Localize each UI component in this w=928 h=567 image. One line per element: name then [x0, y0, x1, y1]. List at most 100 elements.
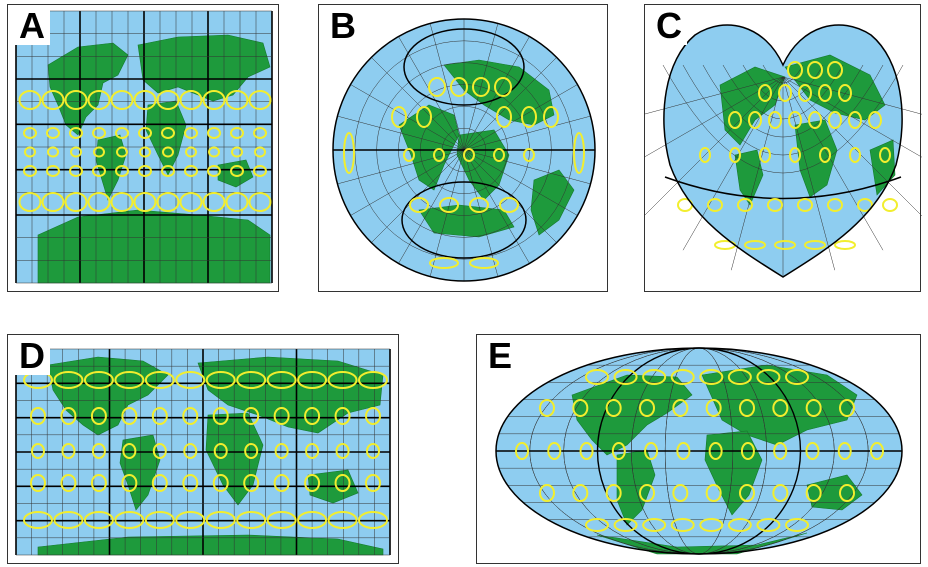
indicatrix-ellipse-icon — [358, 371, 388, 389]
indicatrix-ellipse-icon — [69, 127, 83, 139]
indicatrix-ellipse-icon — [804, 240, 826, 250]
indicatrix-ellipse-icon — [819, 147, 831, 163]
indicatrix-ellipse-icon — [327, 511, 358, 529]
indicatrix-ellipse-icon — [253, 165, 267, 177]
indicatrix-ellipse-icon — [837, 442, 852, 460]
indicatrix-ellipse-icon — [253, 127, 267, 139]
indicatrix-ellipse-icon — [144, 371, 175, 389]
indicatrix-ellipse-icon — [138, 127, 152, 139]
indicatrix-ellipse-icon — [205, 511, 236, 529]
indicatrix-ellipse-icon — [585, 369, 609, 385]
indicatrix-ellipse-icon — [834, 240, 856, 250]
indicatrix-ellipse-icon — [69, 165, 83, 177]
indicatrix-ellipse-icon — [773, 442, 788, 460]
indicatrix-ellipse-icon — [818, 84, 832, 102]
indicatrix-ellipse-icon — [774, 240, 796, 250]
indicatrix-ellipse-icon — [416, 106, 432, 128]
indicatrix-ellipse-icon — [70, 146, 82, 158]
map-panel-e: E — [476, 334, 921, 564]
indicatrix-ellipse-icon — [450, 77, 468, 97]
indicatrix-ellipse-icon — [212, 407, 229, 425]
indicatrix-ellipse-icon — [110, 192, 134, 212]
indicatrix-ellipse-icon — [182, 474, 199, 492]
indicatrix-ellipse-icon — [672, 484, 689, 502]
indicatrix-ellipse-icon — [870, 442, 884, 460]
azimuthal-map-b — [332, 18, 596, 282]
indicatrix-ellipse-icon — [60, 474, 77, 492]
indicatrix-ellipse-icon — [639, 484, 655, 502]
indicatrix-ellipse-icon — [266, 371, 297, 389]
indicatrix-ellipse-icon — [857, 198, 873, 212]
indicatrix-ellipse-icon — [882, 198, 898, 212]
indicatrix-ellipse-icon — [699, 518, 724, 532]
indicatrix-ellipse-icon — [391, 106, 407, 128]
indicatrix-ellipse-icon — [225, 192, 249, 212]
indicatrix-ellipse-icon — [304, 474, 321, 492]
indicatrix-ellipse-icon — [772, 484, 789, 502]
indicatrix-ellipse-icon — [805, 442, 820, 460]
indicatrix-ellipse-icon — [539, 484, 555, 502]
indicatrix-ellipse-icon — [787, 61, 803, 79]
indicatrix-ellipse-icon — [756, 518, 781, 532]
cylindrical-map-d — [15, 348, 391, 556]
indicatrix-ellipse-icon — [644, 442, 659, 460]
indicatrix-ellipse-icon — [202, 192, 226, 212]
indicatrix-ellipse-icon — [47, 146, 59, 158]
indicatrix-ellipse-icon — [248, 90, 272, 110]
indicatrix-ellipse-icon — [64, 90, 88, 110]
indicatrix-ellipse-icon — [23, 127, 37, 139]
indicatrix-ellipse-icon — [24, 146, 36, 158]
indicatrix-ellipse-icon — [115, 165, 129, 177]
indicatrix-ellipse-icon — [807, 61, 823, 79]
indicatrix-ellipse-icon — [53, 371, 84, 389]
indicatrix-ellipse-icon — [184, 127, 198, 139]
indicatrix-ellipse-icon — [463, 148, 475, 162]
indicatrix-ellipse-icon — [266, 511, 297, 529]
indicatrix-ellipse-icon — [827, 61, 843, 79]
indicatrix-ellipse-icon — [60, 407, 77, 425]
equator-line — [664, 176, 902, 200]
indicatrix-ellipse-icon — [808, 111, 822, 129]
indicatrix-ellipse-icon — [41, 90, 65, 110]
landmass-icon — [530, 169, 575, 236]
indicatrix-ellipse-icon — [366, 443, 380, 459]
landmass-icon — [456, 129, 510, 201]
indicatrix-ellipse-icon — [805, 399, 822, 417]
indicatrix-ellipse-icon — [707, 198, 723, 212]
indicatrix-ellipse-icon — [848, 111, 862, 129]
indicatrix-ellipse-icon — [788, 111, 802, 129]
indicatrix-ellipse-icon — [93, 146, 105, 158]
indicatrix-ellipse-icon — [439, 197, 459, 213]
indicatrix-ellipse-icon — [670, 369, 695, 385]
indicatrix-ellipse-icon — [114, 511, 145, 529]
indicatrix-ellipse-icon — [768, 111, 782, 129]
indicatrix-ellipse-icon — [152, 443, 167, 459]
indicatrix-ellipse-icon — [243, 474, 260, 492]
indicatrix-ellipse-icon — [613, 369, 638, 385]
indicatrix-ellipse-icon — [739, 399, 755, 417]
indicatrix-ellipse-icon — [46, 165, 60, 177]
graticule-line — [682, 76, 784, 251]
indicatrix-ellipse-icon — [207, 127, 221, 139]
graticule-line — [645, 76, 784, 115]
indicatrix-ellipse-icon — [758, 84, 772, 102]
landmass-icon — [704, 430, 763, 516]
indicatrix-ellipse-icon — [121, 407, 138, 425]
indicatrix-ellipse-icon — [334, 474, 351, 492]
panel-label-c: C — [651, 7, 687, 45]
indicatrix-ellipse-icon — [248, 192, 272, 212]
indicatrix-ellipse-icon — [744, 240, 766, 250]
polar-ring-north — [403, 28, 525, 106]
indicatrix-ellipse-icon — [605, 484, 622, 502]
indicatrix-ellipse-icon — [202, 90, 226, 110]
indicatrix-ellipse-icon — [828, 111, 842, 129]
indicatrix-ellipse-icon — [639, 399, 655, 417]
indicatrix-ellipse-icon — [144, 511, 175, 529]
indicatrix-ellipse-icon — [739, 484, 755, 502]
indicatrix-ellipse-icon — [579, 442, 594, 460]
indicatrix-ellipse-icon — [156, 192, 180, 212]
indicatrix-ellipse-icon — [403, 148, 415, 162]
panel-label-e: E — [483, 337, 518, 375]
indicatrix-ellipse-icon — [230, 165, 244, 177]
indicatrix-ellipse-icon — [91, 443, 106, 459]
